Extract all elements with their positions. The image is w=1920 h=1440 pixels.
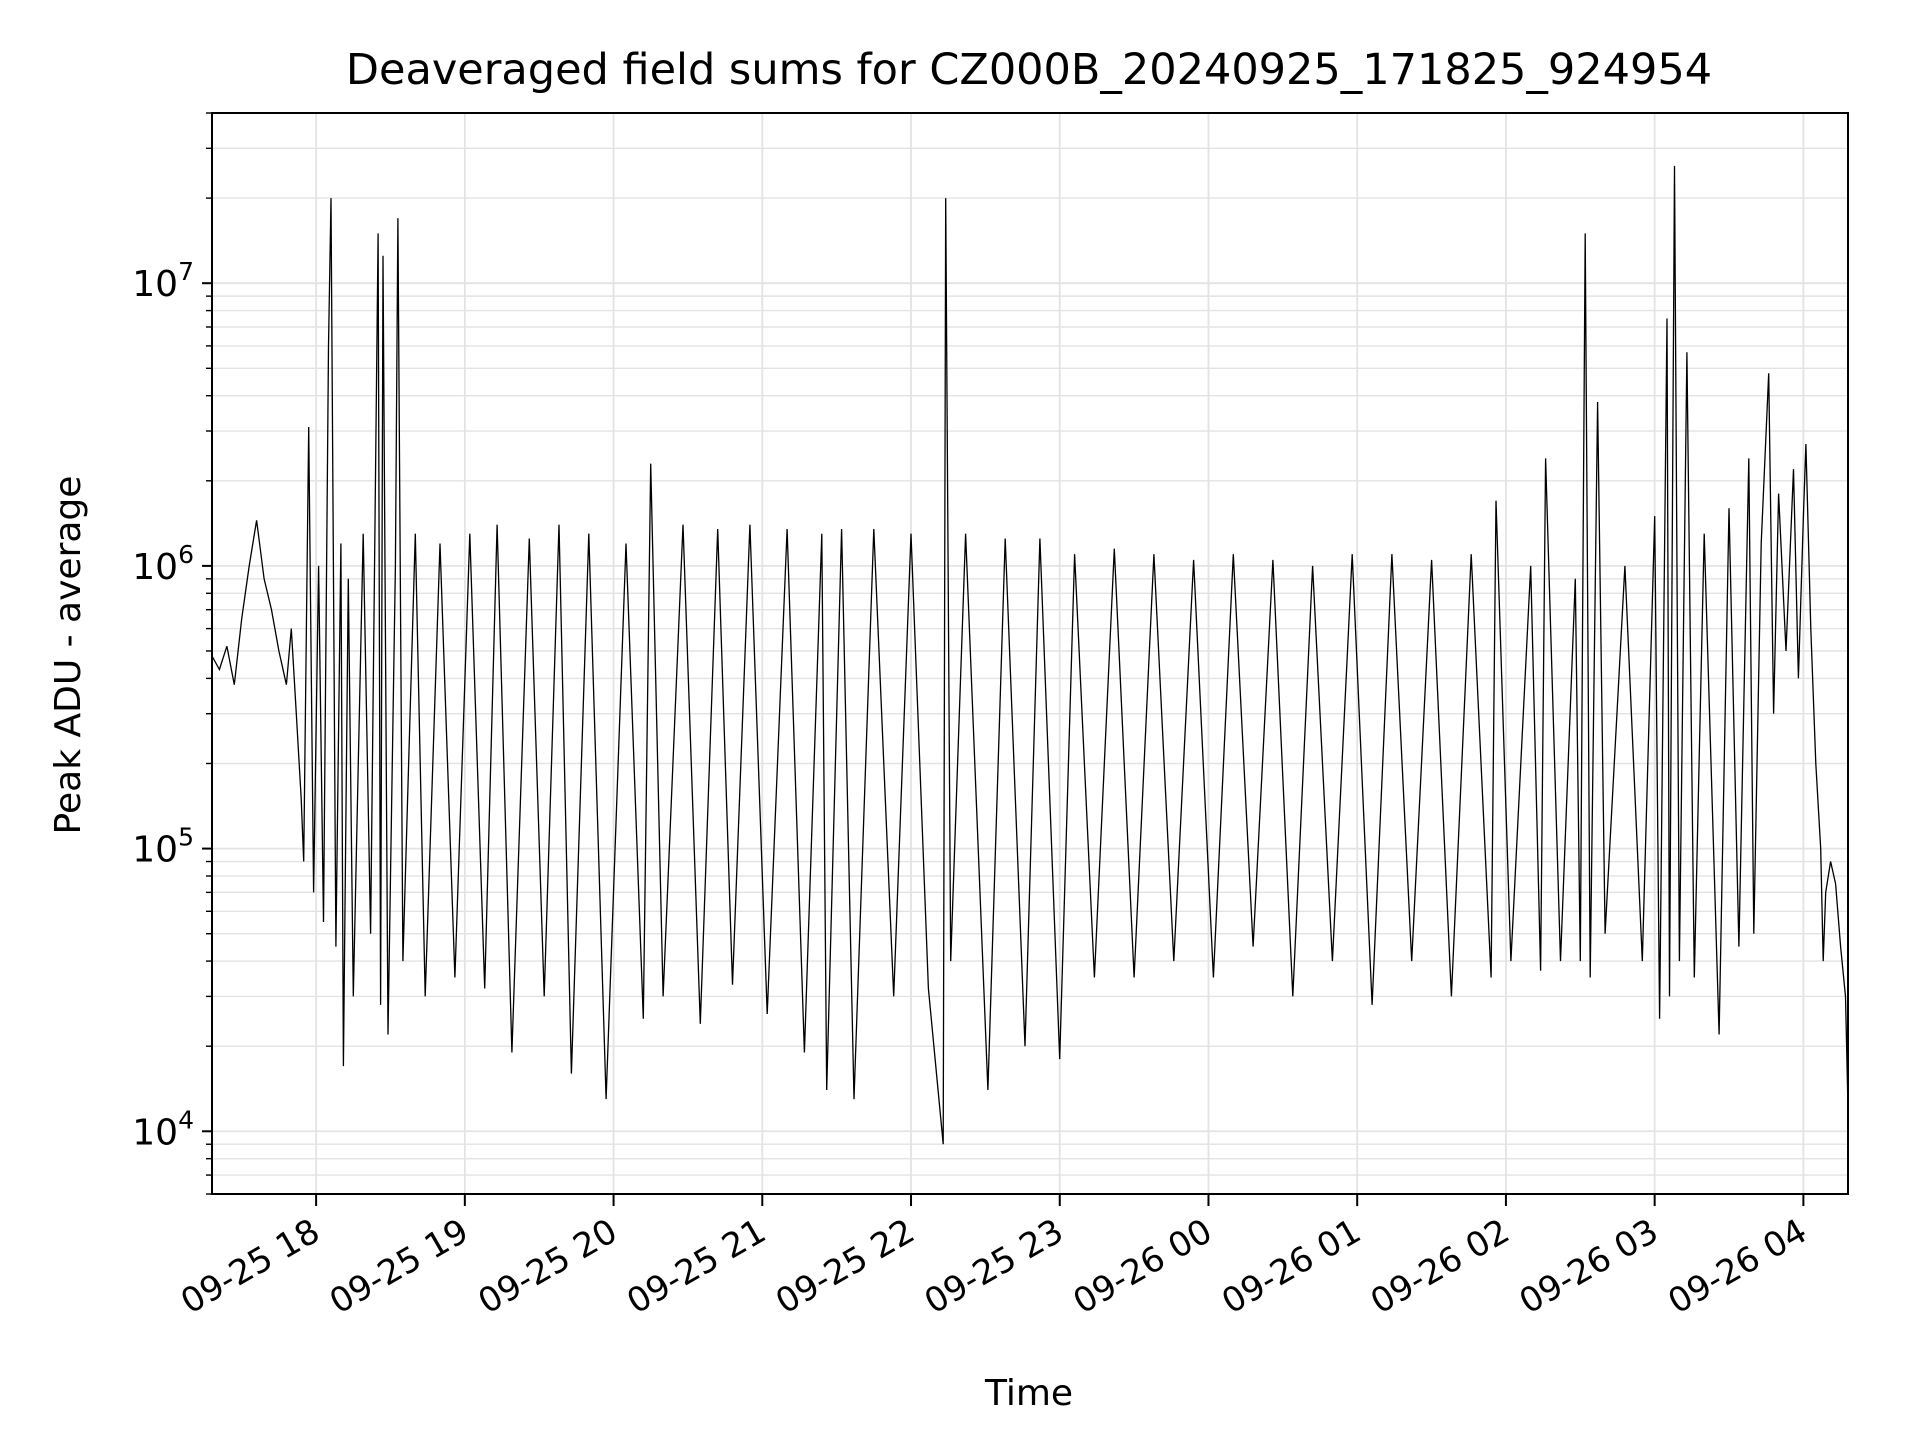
x-axis-label: Time <box>984 1373 1073 1414</box>
y-tick-label: 104 <box>132 1105 194 1153</box>
plot-area <box>211 112 1849 1195</box>
chart-title: Deaveraged field sums for CZ000B_2024092… <box>346 45 1712 95</box>
y-tick-label: 106 <box>132 540 194 588</box>
series-layer <box>211 165 1849 1145</box>
y-tick-label: 107 <box>132 257 194 305</box>
y-axis-label: Peak ADU - average <box>48 476 89 835</box>
data-series-line <box>211 165 1849 1145</box>
y-tick-label: 105 <box>132 823 194 871</box>
